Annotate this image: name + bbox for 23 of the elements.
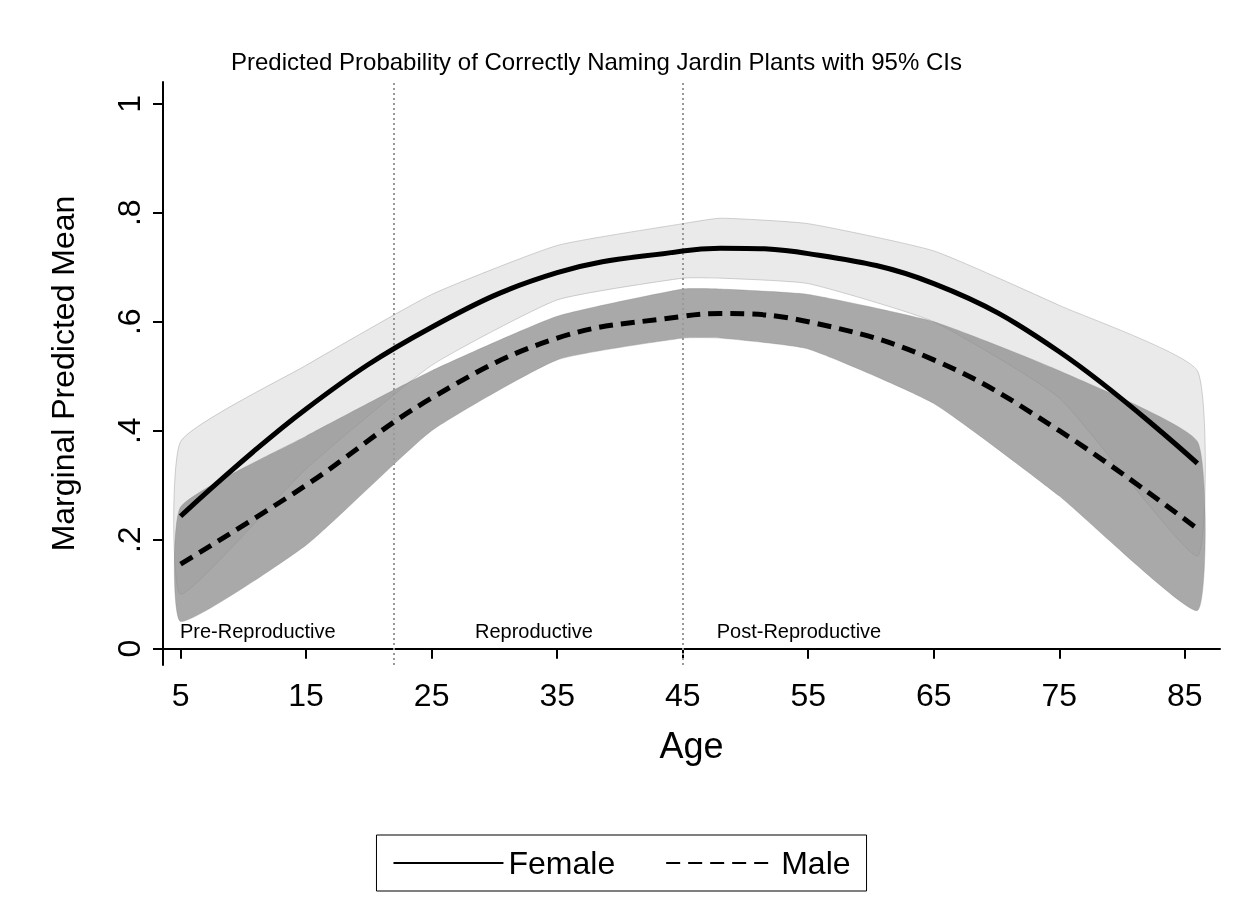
- x-tick-label: 65: [915, 677, 952, 713]
- annotation: Post-Reproductive: [716, 619, 882, 642]
- x-tick-label: 85: [1167, 677, 1203, 713]
- annotation: Reproductive: [474, 619, 593, 642]
- y-tick-label: .6: [111, 308, 147, 336]
- legend-label: Female: [508, 845, 616, 881]
- x-tick-label: 75: [1041, 677, 1078, 713]
- legend-label: Male: [781, 845, 851, 881]
- y-tick-label: 1: [111, 94, 147, 113]
- annotation: Pre-Reproductive: [180, 619, 336, 642]
- x-tick-label: 25: [413, 677, 450, 713]
- x-tick-label: 35: [539, 677, 575, 713]
- y-axis-title: Marginal Predicted Mean: [45, 195, 81, 552]
- y-tick-label: .8: [111, 199, 147, 227]
- chart-title: Predicted Probability of Correctly Naming Jardin Plants with 95% CIs: [231, 47, 962, 75]
- x-tick-label: 55: [790, 677, 827, 713]
- y-tick-label: .4: [111, 417, 147, 445]
- x-tick-label: 5: [171, 677, 190, 713]
- x-tick-label: 15: [288, 677, 324, 713]
- y-tick-label: .2: [111, 526, 147, 554]
- x-axis-title: Age: [659, 724, 724, 766]
- x-tick-label: 45: [664, 677, 701, 713]
- y-tick-label: 0: [111, 639, 147, 658]
